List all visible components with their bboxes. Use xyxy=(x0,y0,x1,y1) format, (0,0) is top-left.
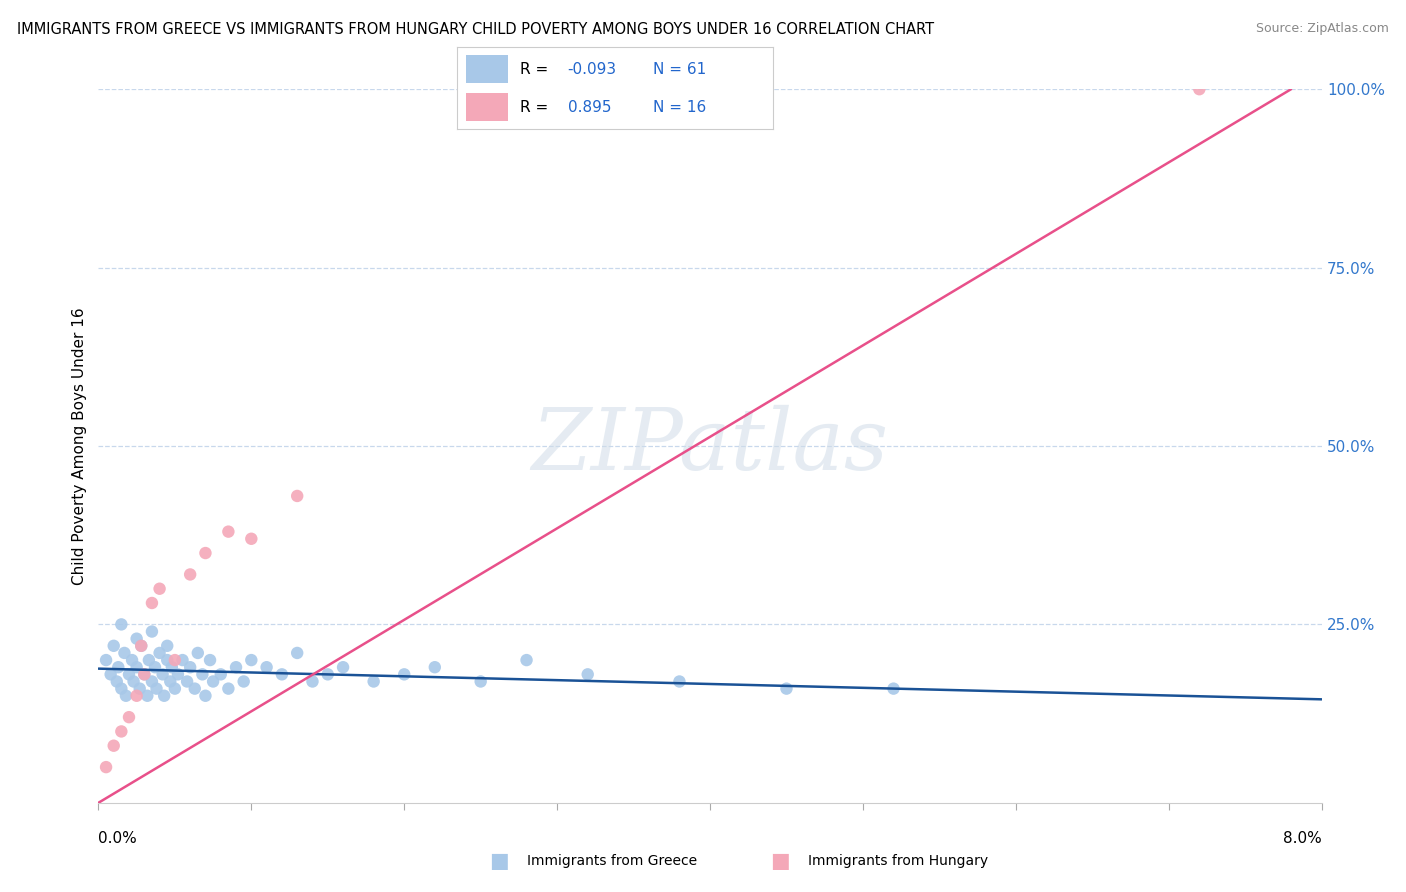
Point xyxy=(136,689,159,703)
Point xyxy=(163,653,186,667)
Point xyxy=(198,653,221,667)
Text: R =: R = xyxy=(520,100,554,115)
Point xyxy=(232,674,254,689)
Point xyxy=(149,646,172,660)
Point xyxy=(94,760,117,774)
Text: 0.0%: 0.0% xyxy=(98,831,138,847)
Point xyxy=(141,624,163,639)
Point xyxy=(256,660,278,674)
Point xyxy=(103,639,125,653)
Point xyxy=(225,660,247,674)
Point xyxy=(128,681,150,696)
Point xyxy=(194,546,217,560)
Point xyxy=(110,617,132,632)
Point xyxy=(576,667,599,681)
Point xyxy=(285,646,308,660)
Point xyxy=(285,489,308,503)
Text: N = 61: N = 61 xyxy=(652,62,706,77)
Point xyxy=(270,667,294,681)
Point xyxy=(301,674,323,689)
Point xyxy=(240,532,263,546)
Text: N = 16: N = 16 xyxy=(652,100,706,115)
Point xyxy=(184,681,207,696)
Point xyxy=(167,667,190,681)
Text: 0.895: 0.895 xyxy=(568,100,612,115)
Point xyxy=(470,674,492,689)
Point xyxy=(125,689,148,703)
Text: R =: R = xyxy=(520,62,554,77)
Point xyxy=(176,674,198,689)
Point xyxy=(392,667,416,681)
Point xyxy=(217,681,239,696)
Point xyxy=(152,667,174,681)
Point xyxy=(121,653,143,667)
Point xyxy=(149,582,172,596)
Text: Source: ZipAtlas.com: Source: ZipAtlas.com xyxy=(1256,22,1389,36)
Y-axis label: Child Poverty Among Boys Under 16: Child Poverty Among Boys Under 16 xyxy=(72,307,87,585)
Point xyxy=(153,689,176,703)
Point xyxy=(125,632,148,646)
Text: ZIPatlas: ZIPatlas xyxy=(531,405,889,487)
Point xyxy=(316,667,339,681)
Point xyxy=(240,653,263,667)
Point xyxy=(134,667,156,681)
Point xyxy=(191,667,214,681)
Point xyxy=(209,667,232,681)
Point xyxy=(129,639,152,653)
Point xyxy=(110,724,132,739)
Point xyxy=(100,667,122,681)
Text: Immigrants from Greece: Immigrants from Greece xyxy=(527,854,697,868)
Point xyxy=(187,646,209,660)
Text: 8.0%: 8.0% xyxy=(1282,831,1322,847)
Text: ■: ■ xyxy=(770,851,790,871)
Point xyxy=(138,653,160,667)
Point xyxy=(217,524,239,539)
Point xyxy=(110,681,132,696)
Point xyxy=(134,667,156,681)
Point xyxy=(94,653,117,667)
FancyBboxPatch shape xyxy=(467,94,508,121)
Text: Immigrants from Hungary: Immigrants from Hungary xyxy=(808,854,988,868)
Point xyxy=(159,674,181,689)
Text: -0.093: -0.093 xyxy=(568,62,617,77)
Point xyxy=(515,653,537,667)
Point xyxy=(143,660,166,674)
FancyBboxPatch shape xyxy=(467,55,508,83)
Point xyxy=(145,681,167,696)
Point xyxy=(179,660,201,674)
Point xyxy=(194,689,217,703)
Point xyxy=(105,674,128,689)
Point xyxy=(332,660,354,674)
Point xyxy=(160,660,183,674)
Point xyxy=(141,674,163,689)
Point xyxy=(363,674,385,689)
Point xyxy=(156,639,179,653)
Point xyxy=(125,660,148,674)
Point xyxy=(112,646,135,660)
Point xyxy=(163,681,186,696)
Point xyxy=(668,674,690,689)
Point xyxy=(115,689,138,703)
Text: ■: ■ xyxy=(489,851,509,871)
Point xyxy=(179,567,201,582)
Point xyxy=(103,739,125,753)
Point xyxy=(107,660,129,674)
Point xyxy=(1188,82,1211,96)
Point xyxy=(202,674,225,689)
Point xyxy=(883,681,905,696)
Point xyxy=(775,681,797,696)
Point xyxy=(423,660,446,674)
Point xyxy=(118,667,141,681)
Point xyxy=(156,653,179,667)
Point xyxy=(141,596,163,610)
Point xyxy=(172,653,194,667)
Point xyxy=(129,639,152,653)
Point xyxy=(118,710,141,724)
Point xyxy=(122,674,145,689)
Text: IMMIGRANTS FROM GREECE VS IMMIGRANTS FROM HUNGARY CHILD POVERTY AMONG BOYS UNDER: IMMIGRANTS FROM GREECE VS IMMIGRANTS FRO… xyxy=(17,22,934,37)
